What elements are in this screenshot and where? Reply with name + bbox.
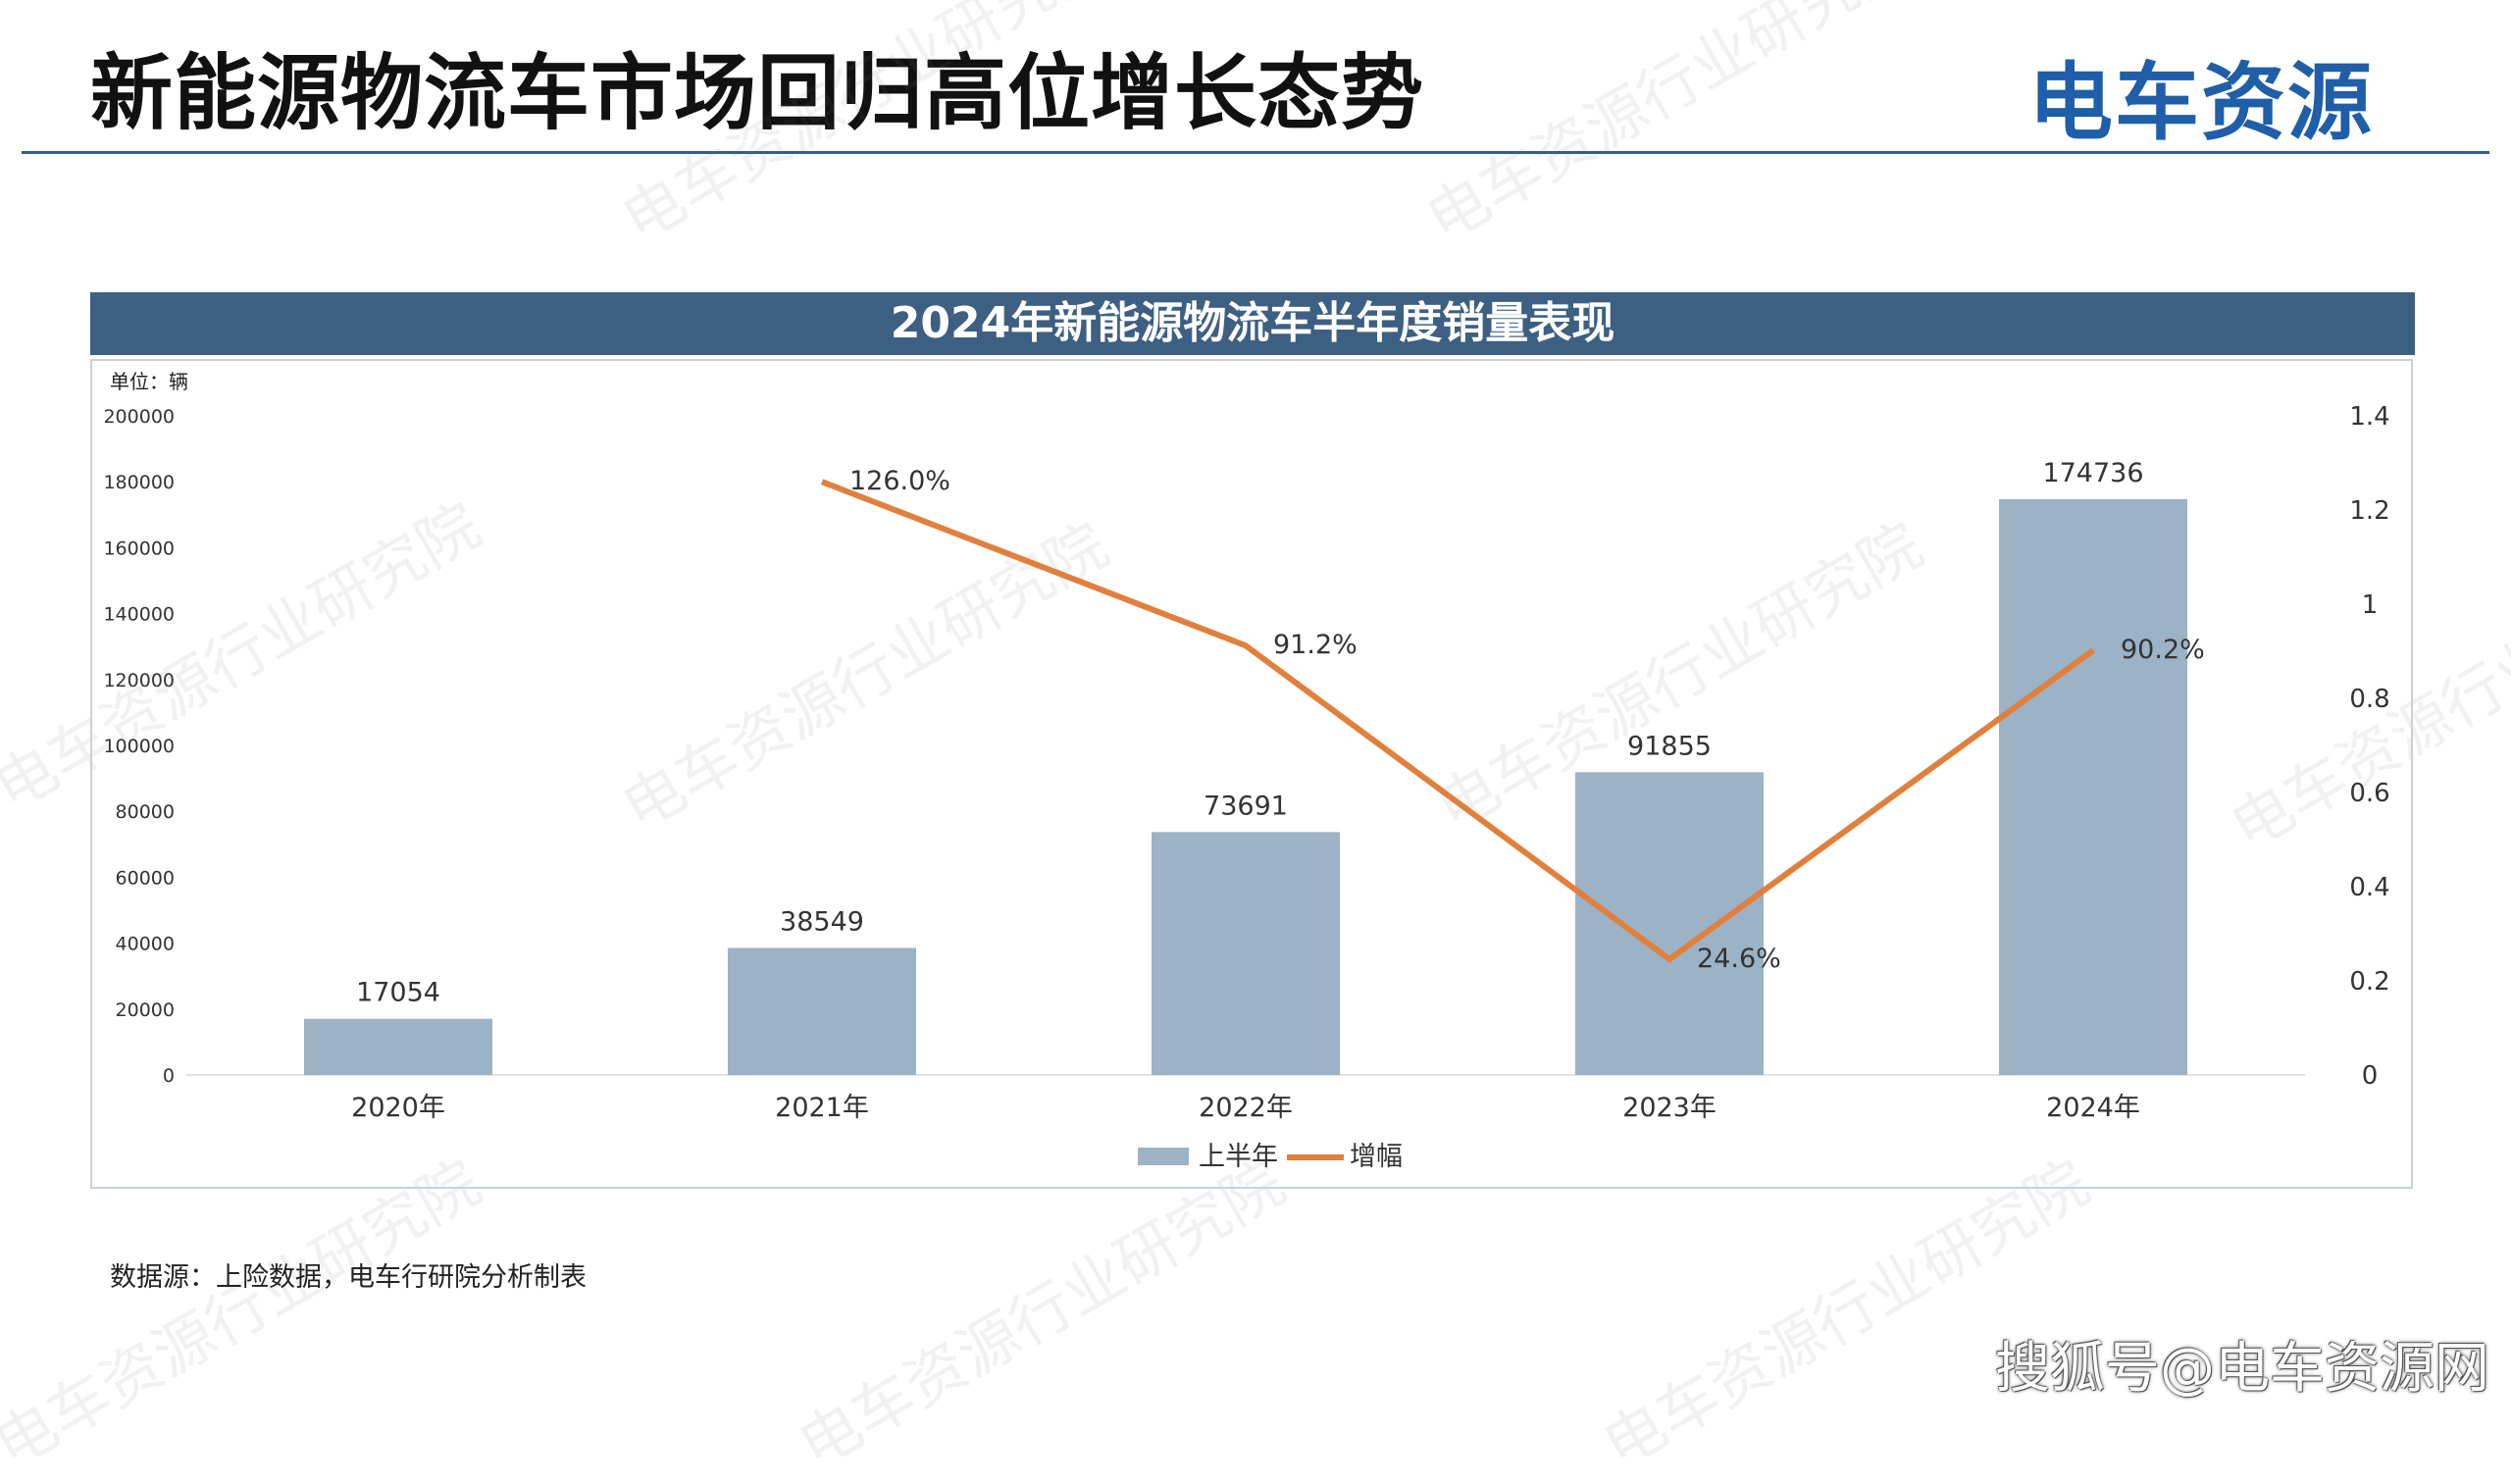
y-axis-left-tick: 20000 bbox=[116, 999, 175, 1021]
y-axis-right-tick: 0.2 bbox=[2349, 967, 2389, 997]
y-axis-left-tick: 40000 bbox=[116, 934, 175, 955]
y-axis-left-tick: 200000 bbox=[103, 406, 175, 428]
y-axis-left-tick: 80000 bbox=[116, 801, 175, 823]
y-axis-right-tick: 1.4 bbox=[2349, 402, 2389, 432]
legend-label: 增幅 bbox=[1350, 1142, 1403, 1172]
y-axis-right-tick: 0.4 bbox=[2349, 873, 2389, 902]
bar-data-label: 91855 bbox=[1627, 731, 1712, 761]
legend-swatch-bar bbox=[1138, 1148, 1189, 1165]
legend-label: 上半年 bbox=[1199, 1142, 1278, 1172]
y-axis-left-tick: 180000 bbox=[103, 472, 175, 493]
bar bbox=[304, 1018, 492, 1075]
x-axis-tick: 2024年 bbox=[2046, 1093, 2140, 1123]
y-axis-left-tick: 100000 bbox=[103, 736, 175, 757]
line-data-label: 90.2% bbox=[2121, 635, 2205, 665]
bar bbox=[1152, 832, 1340, 1075]
x-axis-tick: 2020年 bbox=[351, 1093, 445, 1123]
y-axis-right-tick: 1 bbox=[2362, 590, 2379, 620]
y-axis-left-tick: 120000 bbox=[103, 670, 175, 691]
y-axis-right-tick: 0.8 bbox=[2349, 685, 2389, 714]
watermark: 电车资源行业研究院 bbox=[1413, 0, 1924, 256]
y-axis-left-tick: 0 bbox=[163, 1065, 175, 1087]
line-data-label: 24.6% bbox=[1697, 944, 1781, 974]
line-data-label: 91.2% bbox=[1273, 630, 1358, 660]
line-data-label: 126.0% bbox=[849, 466, 950, 496]
bar-data-label: 174736 bbox=[2042, 458, 2143, 488]
bar bbox=[1999, 498, 2187, 1075]
chart-frame: 单位：辆 0 20000 40000 60000 80000 100000 120000 140… bbox=[90, 359, 2413, 1189]
bar-data-label: 73691 bbox=[1204, 791, 1288, 821]
x-axis-tick: 2021年 bbox=[775, 1093, 869, 1123]
y-axis-right-tick: 1.2 bbox=[2349, 496, 2389, 526]
header-rule bbox=[22, 151, 2489, 154]
bar-data-label: 38549 bbox=[780, 906, 864, 937]
bar-data-label: 17054 bbox=[356, 978, 440, 1008]
unit-label: 单位：辆 bbox=[110, 370, 188, 393]
y-axis-left-tick: 140000 bbox=[103, 604, 175, 626]
x-axis-tick: 2022年 bbox=[1199, 1093, 1293, 1123]
y-axis-right-tick: 0 bbox=[2362, 1061, 2379, 1091]
source-note: 数据源：上险数据，电车行研院分析制表 bbox=[110, 1262, 587, 1293]
chart-title: 2024年新能源物流车半年度销量表现 bbox=[90, 292, 2415, 355]
x-axis-tick: 2023年 bbox=[1622, 1093, 1717, 1123]
combo-chart: 单位：辆 0 20000 40000 60000 80000 100000 120000 140… bbox=[103, 370, 2389, 1172]
page-title: 新能源物流车市场回归高位增长态势 bbox=[90, 45, 1425, 141]
footer-credit: 搜狐号@电车资源网 bbox=[1995, 1337, 2489, 1401]
bar bbox=[728, 947, 916, 1075]
bar bbox=[1575, 772, 1764, 1075]
y-axis-right-tick: 0.6 bbox=[2349, 779, 2389, 808]
brand-logo-text: 电车资源 bbox=[2028, 54, 2374, 152]
y-axis-left-tick: 60000 bbox=[116, 867, 175, 889]
brand-logo: 电车资源 bbox=[2028, 33, 2374, 156]
y-axis-left-tick: 160000 bbox=[103, 537, 175, 559]
growth-line bbox=[820, 479, 2095, 962]
